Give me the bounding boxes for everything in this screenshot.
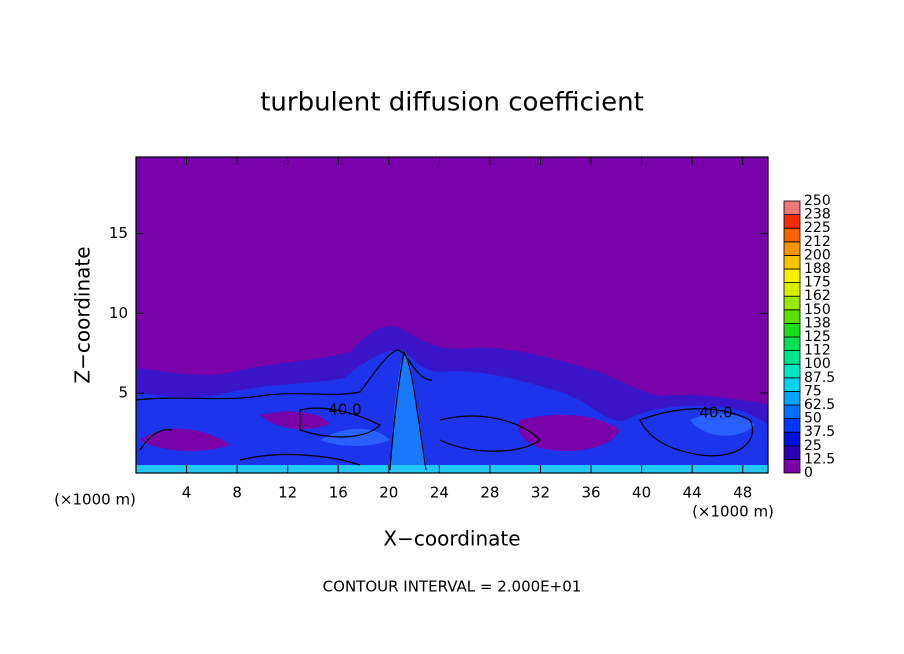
x-unit: (×1000 m) bbox=[692, 503, 774, 521]
x-tick-label: 44 bbox=[683, 484, 702, 502]
colorbar-segment bbox=[783, 200, 801, 216]
colorbar-label: 62.5 bbox=[804, 397, 835, 413]
colorbar-label: 188 bbox=[804, 261, 831, 277]
colorbar-segment bbox=[783, 390, 801, 406]
colorbar-label: 125 bbox=[804, 329, 831, 345]
colorbar-label: 175 bbox=[804, 275, 831, 291]
colorbar-label: 25 bbox=[804, 438, 822, 454]
colorbar-segment bbox=[783, 282, 801, 297]
colorbar-segment bbox=[783, 350, 801, 365]
colorbar-label: 212 bbox=[804, 234, 831, 250]
y-axis-label: Z−coordinate bbox=[71, 246, 95, 383]
x-tick-label: 16 bbox=[329, 484, 348, 502]
colorbar-label: 37.5 bbox=[804, 424, 835, 440]
colorbar-label: 250 bbox=[804, 193, 831, 209]
colorbar-segment bbox=[783, 227, 801, 243]
x-tick-label: 32 bbox=[531, 484, 550, 502]
colorbar-label: 75 bbox=[804, 383, 822, 399]
colorbar-segment bbox=[783, 241, 801, 256]
colorbar-segment bbox=[783, 377, 801, 392]
x-tick-label: 36 bbox=[581, 484, 600, 502]
x-tick-label: 40 bbox=[632, 484, 651, 502]
x-tick-label: 28 bbox=[480, 484, 499, 502]
contour-label: 40.0 bbox=[328, 401, 361, 419]
colorbar-label: 100 bbox=[804, 356, 831, 372]
colorbar-segment bbox=[783, 418, 801, 433]
colorbar-label: 87.5 bbox=[804, 370, 835, 386]
colorbar-label: 238 bbox=[804, 207, 831, 223]
colorbar-segment bbox=[783, 309, 801, 324]
colorbar-segment bbox=[783, 458, 801, 474]
contour-label: 40.0 bbox=[699, 404, 732, 422]
colorbar-label: 162 bbox=[804, 288, 831, 304]
x-tick-label: 12 bbox=[278, 484, 297, 502]
y-tick-label: 5 bbox=[118, 384, 128, 402]
colorbar-segment bbox=[783, 445, 801, 460]
colorbar-segment bbox=[783, 268, 801, 284]
x-tick-label: 48 bbox=[733, 484, 752, 502]
colorbar-segment bbox=[783, 431, 801, 447]
colorbar-label: 138 bbox=[804, 315, 831, 331]
colorbar-segment bbox=[783, 214, 801, 229]
contour-field bbox=[136, 157, 768, 473]
x-tick-label: 4 bbox=[182, 484, 192, 502]
colorbar-segment bbox=[783, 254, 801, 270]
y-tick-label: 15 bbox=[109, 224, 128, 242]
x-unit: (×1000 m) bbox=[54, 491, 136, 509]
x-tick-label: 24 bbox=[430, 484, 449, 502]
y-tick-label: 10 bbox=[109, 304, 128, 322]
colorbar-label: 200 bbox=[804, 247, 831, 263]
colorbar-segment bbox=[783, 295, 801, 311]
x-tick-label: 8 bbox=[232, 484, 242, 502]
chart-title: turbulent diffusion coefficient bbox=[260, 88, 644, 118]
plot-frame bbox=[135, 156, 769, 474]
colorbar-segment bbox=[783, 322, 801, 338]
colorbar-label: 150 bbox=[804, 302, 831, 318]
colorbar-segment bbox=[783, 363, 801, 379]
colorbar-segment bbox=[783, 404, 801, 420]
colorbar-label: 112 bbox=[804, 343, 831, 359]
colorbar-label: 50 bbox=[804, 411, 822, 427]
x-axis-label: X−coordinate bbox=[383, 527, 520, 551]
colorbar-segment bbox=[783, 336, 801, 352]
colorbar-label: 225 bbox=[804, 220, 831, 236]
colorbar-label: 12.5 bbox=[804, 451, 835, 467]
x-tick-label: 20 bbox=[379, 484, 398, 502]
colorbar-label: 0 bbox=[804, 465, 813, 481]
footnote: CONTOUR INTERVAL = 2.000E+01 bbox=[323, 578, 582, 596]
